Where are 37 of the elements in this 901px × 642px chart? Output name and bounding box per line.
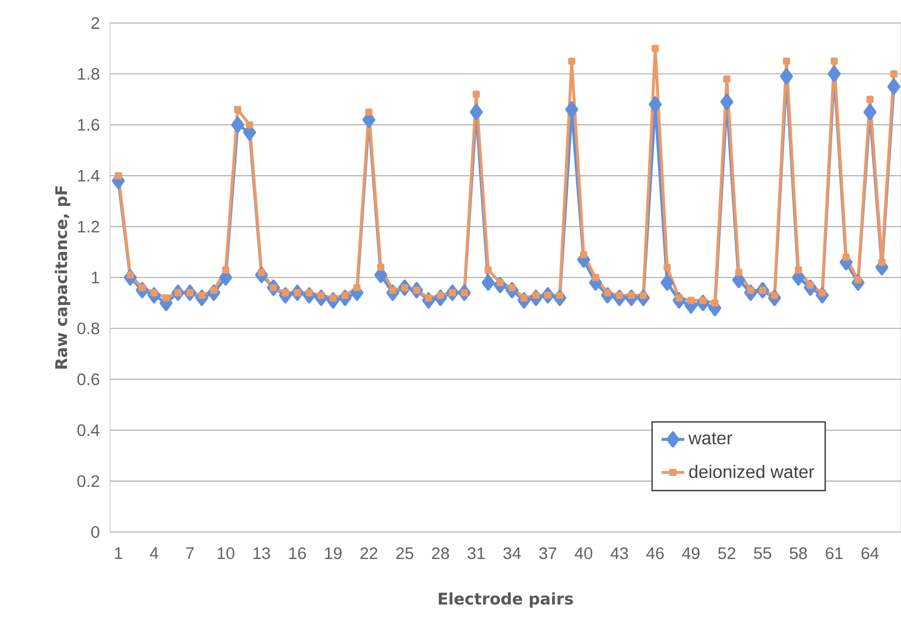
x-tick-label: 4 — [150, 547, 158, 559]
y-tick-label: 1.4 — [78, 170, 100, 182]
x-axis-title: Electrode pairs — [438, 592, 573, 608]
x-tick-label: 64 — [862, 547, 879, 560]
y-tick-label: 0.4 — [77, 424, 100, 436]
x-tick-label: 34 — [503, 547, 521, 560]
x-tick-label: 1 — [114, 547, 122, 559]
legend-label: deionized water — [689, 464, 814, 478]
y-tick-label: 0.8 — [77, 322, 100, 334]
x-tick-label: 28 — [432, 547, 450, 560]
legend-label: water — [688, 432, 732, 444]
y-tick-label: 1.8 — [78, 68, 100, 80]
x-tick-label: 31 — [468, 547, 485, 560]
x-tick-label: 7 — [186, 547, 194, 559]
x-tick-label: 52 — [718, 547, 736, 560]
x-tick-label: 19 — [325, 547, 342, 560]
x-tick-label: 37 — [539, 547, 556, 560]
y-tick-label: 0 — [91, 526, 100, 538]
x-tick-label: 16 — [289, 547, 306, 560]
y-axis-title: Raw capacitance, pF — [54, 186, 70, 369]
y-tick-label: 1 — [92, 272, 100, 284]
y-tick-label: 0.6 — [77, 373, 100, 386]
x-tick-label: 10 — [218, 547, 234, 560]
x-tick-label: 43 — [610, 547, 628, 560]
x-tick-label: 49 — [682, 547, 700, 560]
x-tick-label: 58 — [790, 547, 807, 560]
x-tick-label: 25 — [396, 547, 414, 560]
x-tick-label: 46 — [646, 547, 664, 560]
x-tick-label: 40 — [574, 547, 592, 560]
x-tick-label: 55 — [754, 547, 772, 559]
y-tick-label: 1.2 — [78, 220, 100, 232]
x-tick-label: 22 — [360, 547, 378, 559]
x-tick-label: 61 — [826, 547, 843, 560]
x-tick-label: 13 — [254, 547, 270, 560]
y-tick-label: 1.6 — [78, 118, 100, 131]
y-tick-label: 0.2 — [77, 475, 100, 487]
y-tick-label: 2 — [92, 17, 100, 29]
